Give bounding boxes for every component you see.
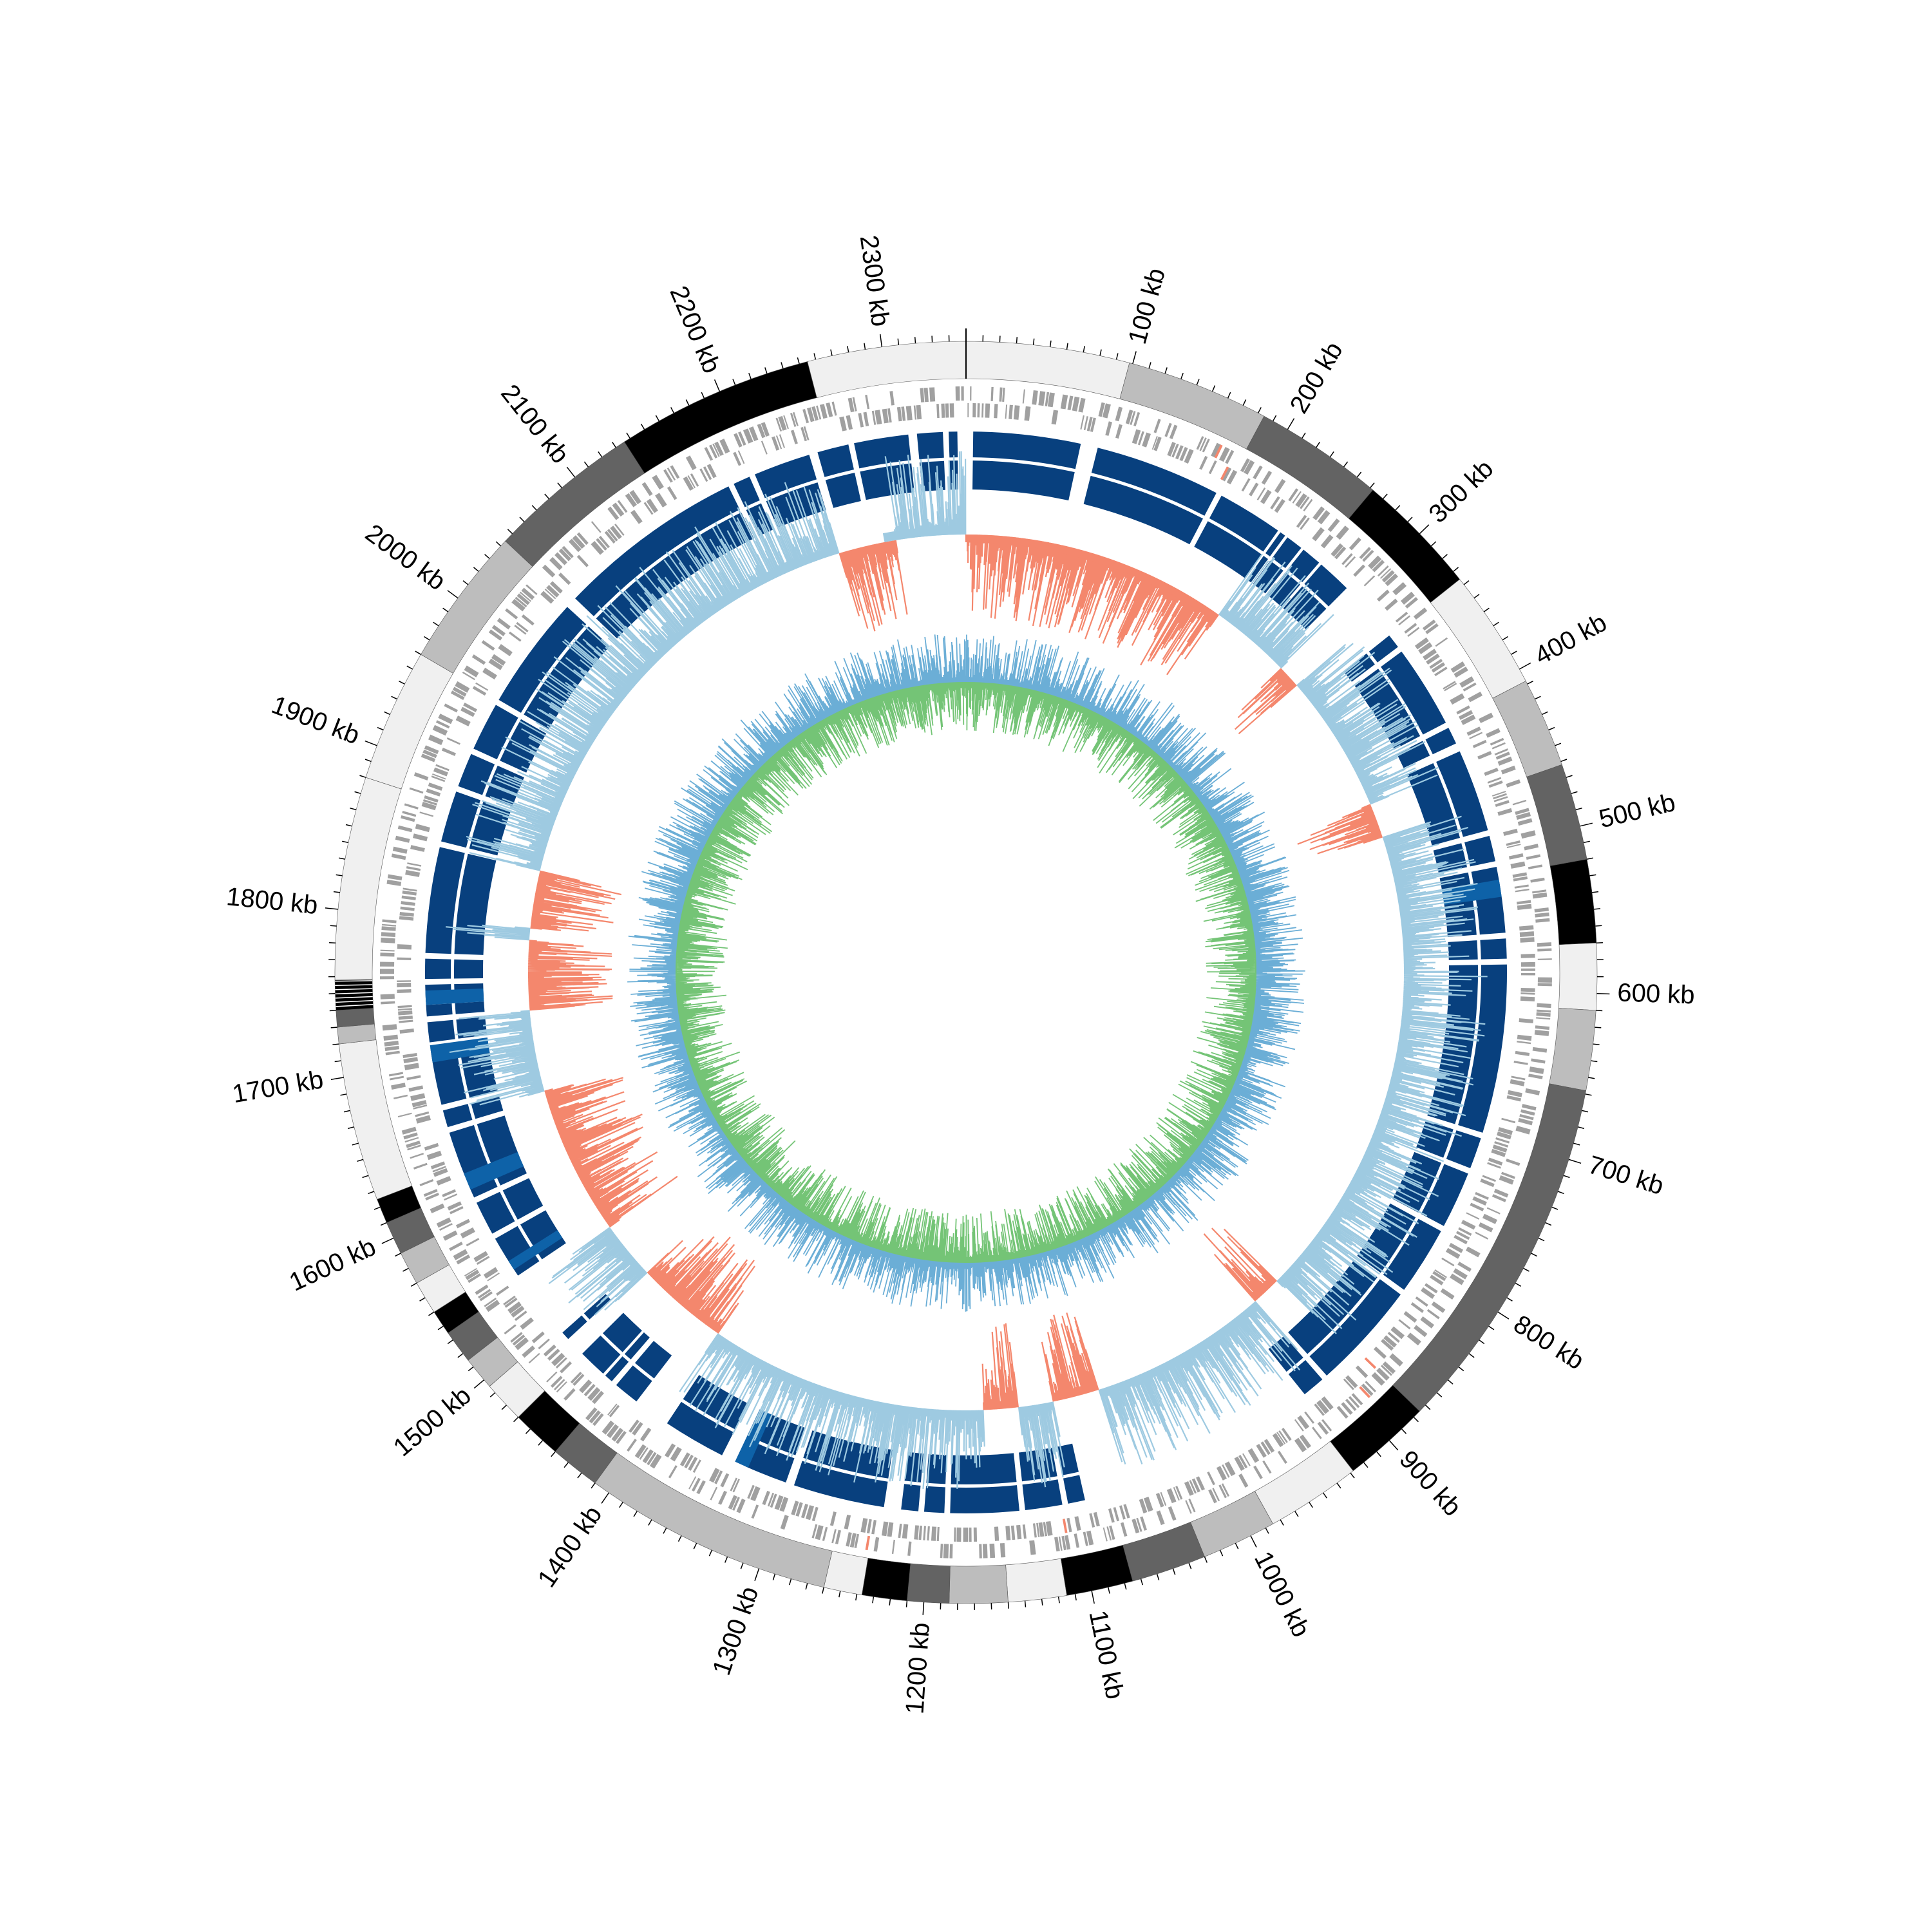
scale-ticks <box>325 328 1610 1615</box>
rna-gene <box>865 1535 871 1551</box>
gc-skew-inner-series <box>676 682 1256 1263</box>
gc-skew-outer-series <box>627 634 1305 1312</box>
ideogram-stripe <box>335 992 373 995</box>
tick-label: 1400 kb <box>533 1501 608 1592</box>
gene-track <box>379 386 1552 1558</box>
homology-block-variant <box>508 1230 563 1270</box>
tick-label: 1800 kb <box>225 882 319 920</box>
ideogram-segment <box>1558 942 1598 1011</box>
ideogram-segment <box>623 361 817 474</box>
tick-label: 400 kb <box>1530 609 1611 670</box>
homology-block-variant <box>425 989 484 1005</box>
tick-label: 2300 kb <box>855 234 895 328</box>
ideogram-segment <box>336 1008 375 1028</box>
ideogram-stripe <box>335 980 373 982</box>
homology-blocks-track <box>424 431 1508 1514</box>
tick-label: 1700 kb <box>231 1065 326 1108</box>
homology-block-variant <box>464 1151 524 1190</box>
ideogram-stripe <box>335 984 373 986</box>
tick-label: 700 kb <box>1585 1150 1667 1200</box>
ideogram-segment <box>1005 1558 1067 1603</box>
ideogram-segment <box>907 1563 951 1604</box>
tick-label: 1300 kb <box>707 1583 764 1679</box>
ideogram-segment <box>1430 579 1526 699</box>
ideogram-segment <box>1549 858 1597 945</box>
tick-label: 1200 kb <box>901 1622 935 1715</box>
ideogram-segment <box>949 1564 1009 1604</box>
tick-label: 800 kb <box>1508 1310 1589 1376</box>
rna-gene <box>1214 444 1223 459</box>
tick-label: 300 kb <box>1423 454 1499 528</box>
homology-blocks-outer <box>424 431 1508 1514</box>
ideogram-segment <box>1526 764 1587 866</box>
tick-label: 900 kb <box>1394 1445 1466 1522</box>
tick-label: 1600 kb <box>285 1233 381 1297</box>
rna-gene <box>1359 1386 1371 1399</box>
tick-label: 2000 kb <box>360 519 451 596</box>
gc-content-track <box>446 451 1488 1489</box>
ideogram-stripe <box>335 988 373 990</box>
gc-positive-band <box>882 526 966 542</box>
tick-label: 2200 kb <box>664 282 726 377</box>
homology-blocks-inner <box>454 460 1478 1485</box>
tick-label: 2100 kb <box>495 379 574 469</box>
tick-label: 1100 kb <box>1083 1608 1129 1701</box>
gc-skew-track <box>627 634 1305 1312</box>
ideogram-segment <box>1060 1544 1133 1596</box>
tick-label: 200 kb <box>1285 337 1349 419</box>
homology-block-variant <box>1441 879 1502 905</box>
tick-label: 600 kb <box>1617 978 1696 1009</box>
tick-label: 500 kb <box>1596 788 1678 834</box>
ideogram-segment <box>421 540 533 674</box>
ideogram-track <box>334 341 1598 1604</box>
ideogram-segment <box>1549 1008 1596 1091</box>
rna-gene <box>1364 1357 1377 1369</box>
ideogram-stripe <box>336 1004 374 1007</box>
gc-skew-baseline <box>676 682 1256 1263</box>
gc-content-positive <box>446 451 1488 1489</box>
ideogram-stripe <box>336 999 374 1003</box>
tick-label: 1000 kb <box>1249 1547 1315 1642</box>
tick-label: 1900 kb <box>268 690 364 750</box>
ideogram-stripe <box>335 996 373 999</box>
tick-label: 100 kb <box>1123 265 1171 347</box>
rna-gene <box>1062 1519 1068 1533</box>
ideogram-segment <box>965 341 1130 399</box>
ideogram-segment <box>338 1039 412 1200</box>
ideogram-segment <box>861 1558 911 1602</box>
tick-label: 1500 kb <box>388 1381 477 1462</box>
rna-gene <box>1220 466 1229 480</box>
